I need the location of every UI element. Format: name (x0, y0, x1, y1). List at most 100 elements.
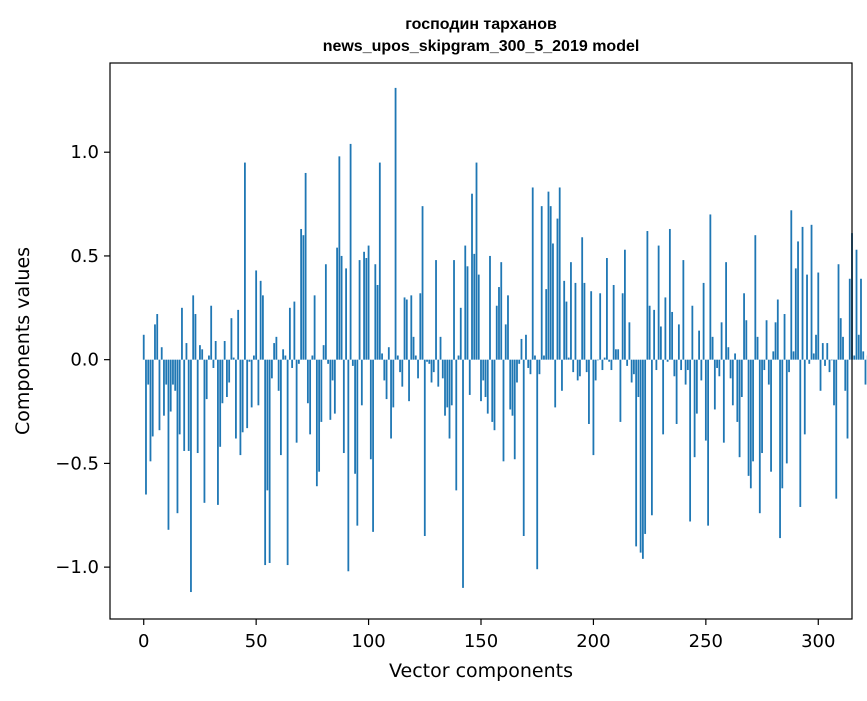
x-tick-label: 100 (351, 631, 385, 652)
bar-component-208 (611, 360, 613, 370)
bar-component-227 (653, 310, 655, 360)
bar-component-138 (453, 260, 455, 360)
bar-component-80 (323, 345, 325, 360)
bar-component-219 (635, 360, 637, 547)
bar-component-47 (249, 360, 251, 362)
bar-component-69 (298, 360, 300, 364)
bar-component-97 (361, 360, 363, 406)
bar-component-189 (568, 358, 570, 360)
bar-component-90 (345, 268, 347, 359)
bar-component-269 (748, 360, 750, 476)
bar-component-89 (343, 360, 345, 453)
chart-title-line-1: господин тарханов (405, 16, 557, 33)
bar-component-197 (586, 360, 588, 372)
bar-component-64 (287, 360, 289, 565)
bar-component-159 (500, 262, 502, 360)
bar-component-283 (779, 360, 781, 538)
bar-component-157 (496, 306, 498, 360)
bar-component-5 (154, 324, 156, 359)
bar-component-286 (786, 360, 788, 464)
bar-component-259 (725, 262, 727, 360)
bar-component-95 (356, 360, 358, 526)
bar-component-317 (856, 250, 858, 360)
bar-component-281 (775, 322, 777, 359)
bar-component-162 (507, 295, 509, 359)
bar-component-149 (478, 275, 480, 360)
bar-component-36 (224, 341, 226, 360)
bar-component-57 (271, 360, 273, 379)
bar-component-68 (296, 360, 298, 443)
bar-component-39 (231, 318, 233, 359)
bar-component-304 (826, 343, 828, 360)
bar-component-206 (606, 258, 608, 360)
bar-component-23 (195, 314, 197, 360)
bar-component-284 (781, 360, 783, 489)
bar-component-211 (617, 349, 619, 359)
bar-component-48 (251, 360, 253, 408)
bar-component-143 (464, 246, 466, 360)
bar-component-254 (714, 360, 716, 410)
bar-component-170 (525, 335, 527, 360)
bar-component-180 (548, 192, 550, 360)
bar-component-176 (539, 360, 541, 375)
bar-component-303 (824, 360, 826, 366)
bar-component-65 (289, 308, 291, 360)
bar-component-3 (150, 360, 152, 462)
bar-component-71 (302, 235, 304, 359)
bar-component-11 (168, 360, 170, 530)
bar-component-273 (757, 337, 759, 360)
bar-component-256 (718, 360, 720, 377)
bar-component-308 (835, 360, 837, 499)
bar-component-247 (698, 331, 700, 360)
bar-component-120 (413, 337, 415, 360)
bar-component-307 (833, 360, 835, 406)
bar-component-140 (458, 356, 460, 360)
bar-component-290 (795, 268, 797, 359)
bar-component-21 (190, 360, 192, 592)
bar-component-130 (435, 260, 437, 360)
bar-component-29 (208, 356, 210, 360)
bar-component-20 (188, 360, 190, 451)
bar-component-299 (815, 335, 817, 360)
bar-component-214 (624, 250, 626, 360)
bar-component-15 (177, 360, 179, 514)
bar-component-7 (159, 360, 161, 431)
bar-component-209 (613, 285, 615, 360)
bar-component-177 (541, 206, 543, 360)
bar-component-96 (359, 260, 361, 360)
bar-component-183 (554, 360, 556, 408)
bar-component-205 (604, 358, 606, 360)
bar-component-260 (727, 347, 729, 359)
bar-component-22 (192, 295, 194, 359)
bar-component-132 (440, 337, 442, 360)
bar-component-190 (570, 262, 572, 360)
x-tick-label: 300 (801, 631, 835, 652)
bar-component-295 (806, 275, 808, 360)
bar-component-312 (844, 360, 846, 391)
bar-component-179 (545, 289, 547, 360)
bar-component-204 (602, 360, 604, 370)
bar-component-81 (325, 264, 327, 359)
bar-component-41 (235, 360, 237, 439)
bar-component-276 (763, 360, 765, 370)
bar-component-62 (282, 349, 284, 359)
bar-component-146 (471, 194, 473, 360)
bar-component-264 (736, 360, 738, 422)
bar-component-67 (293, 302, 295, 360)
bar-component-4 (152, 360, 154, 437)
bar-component-167 (518, 360, 520, 364)
bar-component-291 (797, 241, 799, 359)
bar-component-173 (532, 187, 534, 359)
bar-component-100 (368, 246, 370, 360)
bar-component-25 (199, 345, 201, 360)
bar-component-220 (637, 360, 639, 397)
bar-component-230 (660, 326, 662, 359)
bar-component-70 (300, 229, 302, 360)
bar-component-282 (777, 300, 779, 360)
bar-component-186 (561, 360, 563, 391)
bar-component-166 (516, 360, 518, 383)
bar-component-87 (338, 156, 340, 359)
bar-component-135 (446, 360, 448, 408)
bar-component-255 (716, 360, 718, 368)
